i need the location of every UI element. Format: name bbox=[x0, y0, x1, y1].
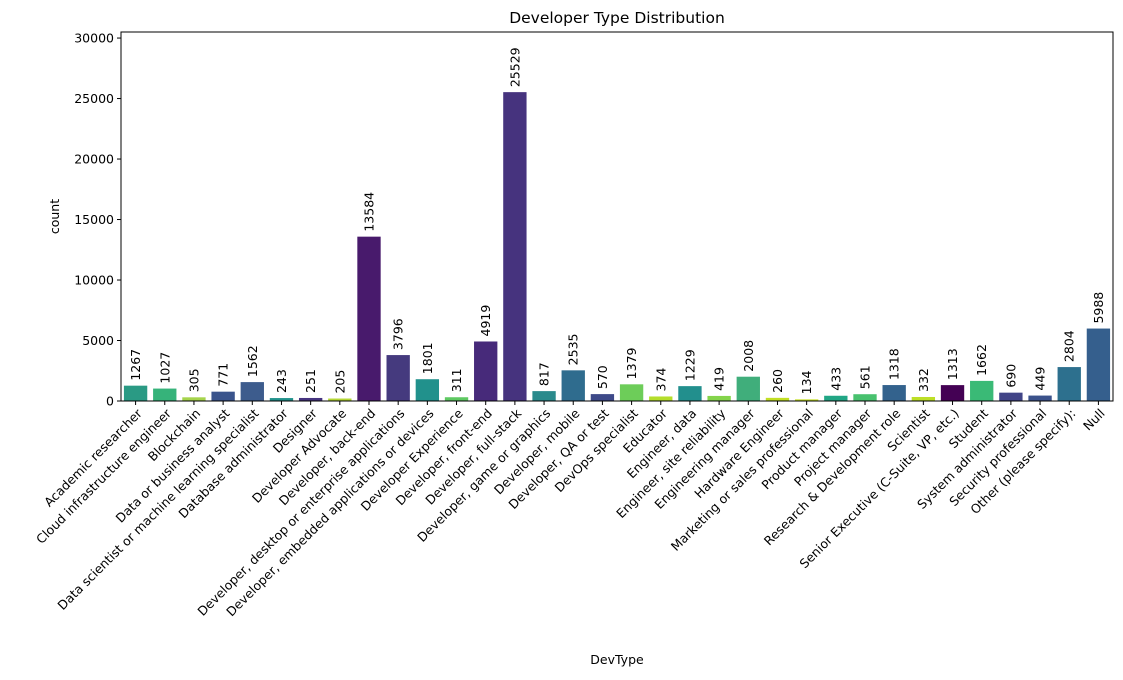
bar-value-label: 817 bbox=[537, 362, 552, 386]
bar-value-label: 1379 bbox=[624, 347, 639, 379]
chart-title: Developer Type Distribution bbox=[509, 9, 725, 27]
bar bbox=[678, 386, 702, 401]
bar bbox=[590, 394, 615, 401]
bar-value-label: 260 bbox=[770, 369, 785, 393]
bar-value-label: 3796 bbox=[391, 318, 406, 350]
bar-value-label: 1318 bbox=[887, 348, 902, 380]
bar bbox=[736, 376, 760, 401]
y-tick-label: 30000 bbox=[74, 31, 114, 46]
bar-value-label: 13584 bbox=[362, 192, 377, 232]
bar bbox=[182, 397, 206, 401]
bar bbox=[765, 397, 790, 401]
bar-value-label: 2535 bbox=[566, 334, 581, 366]
bar-value-label: 205 bbox=[332, 370, 347, 394]
bar bbox=[824, 395, 848, 401]
bar bbox=[357, 236, 381, 401]
bar-value-label: 433 bbox=[828, 367, 843, 391]
bar bbox=[794, 399, 819, 401]
bar bbox=[328, 398, 352, 401]
bar-value-label: 1801 bbox=[420, 342, 435, 374]
bar-value-label: 311 bbox=[449, 368, 464, 392]
bar-value-label: 25529 bbox=[507, 47, 522, 87]
bar bbox=[1028, 395, 1052, 401]
bar bbox=[999, 392, 1023, 401]
bar bbox=[707, 395, 731, 401]
bar-value-label: 1229 bbox=[682, 349, 697, 381]
bar bbox=[619, 384, 644, 401]
bar-value-label: 561 bbox=[858, 365, 873, 389]
x-axis-label: DevType bbox=[590, 652, 644, 667]
bar bbox=[940, 385, 965, 401]
bar bbox=[1086, 328, 1111, 401]
bar bbox=[123, 385, 148, 401]
bar bbox=[415, 379, 440, 401]
bar-value-label: 134 bbox=[799, 370, 814, 394]
bar-value-label: 251 bbox=[303, 369, 318, 393]
bar bbox=[444, 397, 469, 401]
bar-value-label: 305 bbox=[186, 368, 201, 392]
bar-value-label: 771 bbox=[216, 363, 231, 387]
bar bbox=[532, 391, 556, 401]
y-axis-label: count bbox=[47, 199, 62, 234]
bar bbox=[240, 382, 264, 401]
y-tick-label: 10000 bbox=[74, 273, 114, 288]
bar-value-label: 374 bbox=[653, 368, 668, 392]
bar-value-label: 419 bbox=[712, 367, 727, 391]
bar bbox=[269, 398, 294, 401]
bar-value-label: 449 bbox=[1033, 367, 1048, 391]
bar bbox=[503, 92, 527, 401]
bar-value-label: 1027 bbox=[157, 352, 172, 384]
bar-value-label: 1562 bbox=[245, 345, 260, 377]
bar bbox=[561, 370, 585, 401]
bar-value-label: 570 bbox=[595, 365, 610, 389]
bar bbox=[882, 385, 906, 401]
y-tick-label: 20000 bbox=[74, 152, 114, 167]
bar bbox=[211, 391, 235, 401]
bar-value-label: 1267 bbox=[128, 349, 143, 381]
y-tick-label: 0 bbox=[106, 394, 114, 409]
y-tick-label: 5000 bbox=[82, 333, 114, 348]
bar bbox=[153, 388, 177, 401]
bar bbox=[1057, 367, 1081, 401]
y-tick-label: 25000 bbox=[74, 91, 114, 106]
bar bbox=[386, 355, 410, 401]
bar-value-label: 2804 bbox=[1062, 330, 1077, 362]
y-axis: 0 5000 10000 15000 20000 25000 30000 bbox=[74, 31, 121, 409]
bar bbox=[853, 394, 877, 401]
bar-value-label: 5988 bbox=[1091, 292, 1106, 324]
bar bbox=[298, 397, 323, 401]
x-tick-label: Null bbox=[1080, 406, 1108, 434]
y-tick-label: 15000 bbox=[74, 212, 114, 227]
bar-value-label: 2008 bbox=[741, 340, 756, 372]
bar-value-label: 1662 bbox=[974, 344, 989, 376]
plot-frame bbox=[120, 31, 1114, 402]
bars-group bbox=[123, 92, 1111, 401]
data-labels-group: 1267 1027 305 771 1562 243 251 205 13584 3796 1801… bbox=[128, 47, 1106, 394]
bar-value-label: 243 bbox=[274, 369, 289, 393]
bar-value-label: 4919 bbox=[478, 305, 493, 337]
bar-value-label: 690 bbox=[1003, 364, 1018, 388]
bar bbox=[970, 380, 994, 401]
bar bbox=[474, 341, 498, 401]
bar-value-label: 1313 bbox=[945, 348, 960, 380]
bar bbox=[911, 396, 936, 401]
bar bbox=[649, 396, 673, 401]
bar-value-label: 332 bbox=[916, 368, 931, 392]
